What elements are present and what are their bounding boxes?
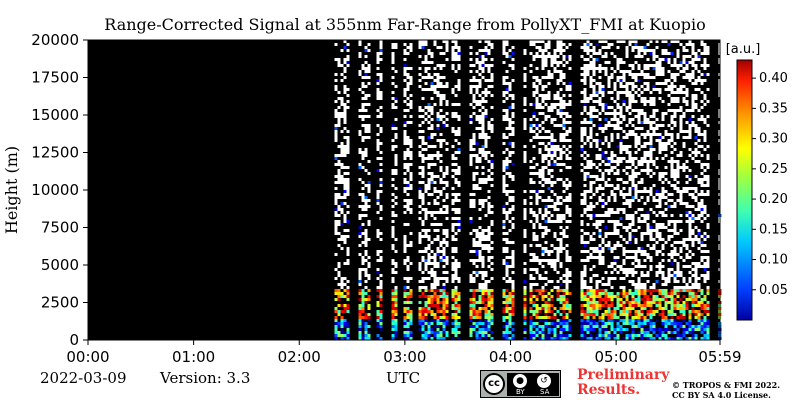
preliminary-results-note: Preliminary Results.: [577, 367, 670, 398]
y-tick-label: 20000: [31, 31, 79, 49]
cc-license-badge[interactable]: cc ● ↺ BY SA: [480, 370, 561, 398]
y-tick-label: 0: [69, 331, 79, 349]
x-tick-label: 03:00: [383, 348, 426, 366]
colorbar-tick-label: 0.15: [759, 222, 788, 237]
cc-strip: ● ↺ BY SA: [507, 373, 559, 396]
y-tick-label: 5000: [41, 256, 79, 274]
colorbar: [736, 59, 753, 321]
colorbar-tick-label: 0.30: [759, 132, 788, 147]
x-tick-label: 04:00: [489, 348, 532, 366]
colorbar-tick-label: 0.05: [759, 283, 788, 298]
x-axis: 00:00 01:00 02:00 03:00 04:00 05:00 05:59: [66, 340, 742, 366]
cc-by-label: BY: [516, 388, 525, 396]
cc-sa-label: SA: [540, 388, 550, 396]
footer-version: Version: 3.3: [160, 369, 251, 387]
y-tick-label: 10000: [31, 181, 79, 199]
signal-layer: [334, 40, 722, 340]
chart-title: Range-Corrected Signal at 355nm Far-Rang…: [104, 15, 706, 34]
colorbar-tick-label: 0.25: [759, 162, 788, 177]
person-icon: ●: [513, 374, 527, 388]
y-axis-label: Height (m): [2, 146, 21, 234]
x-tick-label: 00:00: [66, 348, 109, 366]
y-tick-label: 17500: [31, 69, 79, 87]
x-axis-label: UTC: [386, 369, 421, 387]
x-tick-label: 02:00: [278, 348, 321, 366]
colorbar-tick-label: 0.20: [759, 192, 788, 207]
colorbar-label: [a.u.]: [726, 42, 761, 57]
cc-icon: cc: [483, 373, 505, 395]
y-axis: 0 2500 5000 7500 10000 12500 15000 17500 20000: [31, 31, 88, 349]
y-tick-label: 2500: [41, 294, 79, 312]
colorbar-tick-label: 0.35: [759, 101, 788, 116]
footer-date: 2022-03-09: [40, 369, 127, 387]
colorbar-axis: 0.05 0.10 0.15 0.20 0.25 0.30 0.35 0.40: [752, 71, 788, 298]
y-tick-label: 12500: [31, 144, 79, 162]
x-tick-label: 01:00: [172, 348, 215, 366]
colorbar-tick-label: 0.40: [759, 71, 788, 86]
copyright-line-2: CC BY SA 4.0 License.: [672, 390, 771, 400]
y-tick-label: 15000: [31, 106, 79, 124]
x-tick-label: 05:59: [698, 348, 741, 366]
copyright-line-1: © TROPOS & FMI 2022.: [672, 380, 781, 390]
colorbar-tick-label: 0.10: [759, 253, 788, 268]
share-alike-icon: ↺: [537, 374, 551, 388]
x-tick-label: 05:00: [595, 348, 638, 366]
copyright-notice: © TROPOS & FMI 2022. CC BY SA 4.0 Licens…: [672, 380, 780, 400]
y-tick-label: 7500: [41, 219, 79, 237]
